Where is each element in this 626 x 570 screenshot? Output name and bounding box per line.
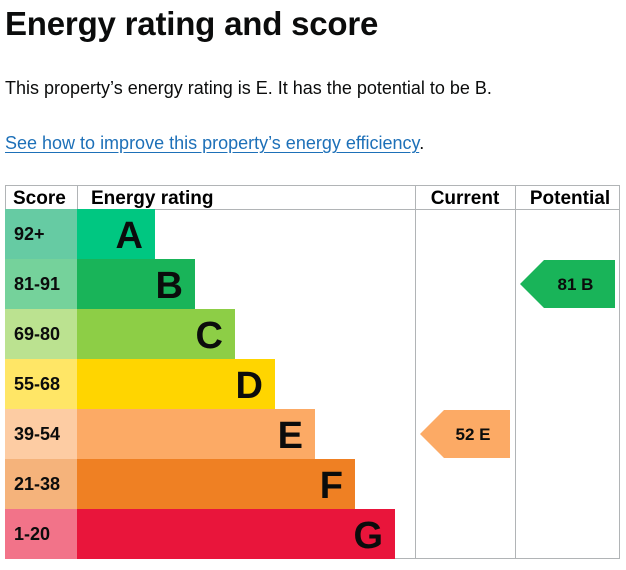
score-range-g: 1-20 xyxy=(14,524,50,544)
score-cell-c xyxy=(5,309,77,359)
score-cell-f xyxy=(5,459,77,509)
score-cell-b xyxy=(5,259,77,309)
score-range-d: 55-68 xyxy=(14,374,60,394)
rating-markers: 52 E 81 B xyxy=(420,260,615,458)
score-cell-e xyxy=(5,409,77,459)
energy-rating-header: Energy rating xyxy=(91,188,213,209)
score-header: Score xyxy=(13,188,66,209)
potential-header: Potential xyxy=(530,188,610,209)
band-bar-d xyxy=(77,359,275,409)
band-letter-f: F xyxy=(320,465,343,507)
score-range-a: 92+ xyxy=(14,224,45,244)
potential-rating-label: 81 B xyxy=(558,275,594,294)
band-bar-c xyxy=(77,309,235,359)
score-cell-a xyxy=(5,209,77,259)
band-bar-a xyxy=(77,209,155,259)
rating-bands: 92+ A 81-91 B 69-80 C 55-68 D 39-54 E 21-38 F 1-20 G xyxy=(5,209,395,559)
band-bar-g xyxy=(77,509,395,559)
improve-suffix: . xyxy=(419,133,425,153)
score-cell-g xyxy=(5,509,77,559)
band-letter-g: G xyxy=(353,515,383,557)
improve-paragraph: See how to improve this property’s energ… xyxy=(5,131,424,155)
band-letter-e: E xyxy=(278,415,303,457)
current-header: Current xyxy=(431,188,500,209)
score-range-f: 21-38 xyxy=(14,474,60,494)
score-range-b: 81-91 xyxy=(14,274,60,294)
band-bar-f xyxy=(77,459,355,509)
band-letter-b: B xyxy=(156,265,183,307)
band-letter-c: C xyxy=(196,315,223,357)
score-cell-d xyxy=(5,359,77,409)
band-bar-b xyxy=(77,259,195,309)
rating-summary: This property’s energy rating is E. It h… xyxy=(5,78,492,98)
current-rating-label: 52 E xyxy=(456,425,491,444)
band-bar-e xyxy=(77,409,315,459)
chart-headers: Score Energy rating Current Potential xyxy=(13,188,610,209)
score-range-c: 69-80 xyxy=(14,324,60,344)
band-letter-a: A xyxy=(116,215,143,257)
current-rating-arrow xyxy=(420,410,510,458)
score-range-e: 39-54 xyxy=(14,424,60,444)
potential-rating-arrow xyxy=(520,260,615,308)
improve-efficiency-link[interactable]: See how to improve this property’s energ… xyxy=(5,133,420,153)
band-letter-d: D xyxy=(236,365,263,407)
page-title: Energy rating and score xyxy=(5,5,379,42)
